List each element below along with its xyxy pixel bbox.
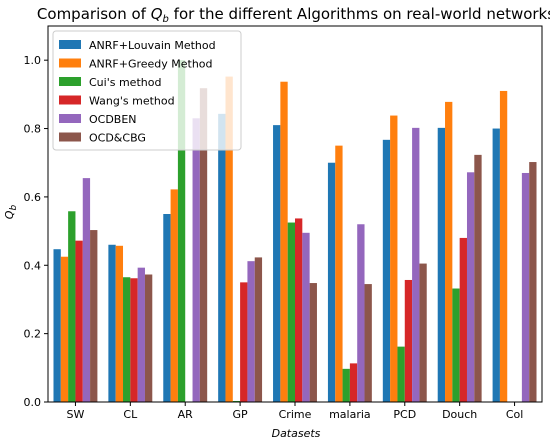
bar-col-5 <box>529 162 537 402</box>
x-axis-label: Datasets <box>272 427 321 440</box>
y-tick-label: 0.2 <box>24 328 42 341</box>
bar-ar-0 <box>163 214 171 402</box>
legend-swatch <box>59 40 81 49</box>
bar-gp-1 <box>225 76 233 403</box>
bar-sw-4 <box>82 178 91 402</box>
bar-cl-4 <box>137 267 145 402</box>
bar-douch-4 <box>466 172 475 402</box>
x-axis: SW CL AR GP Crime malaria PCD Douch Col <box>67 402 523 421</box>
bar-pcd-0 <box>382 139 391 403</box>
bar-crime-3 <box>295 218 303 402</box>
bar-sw-0 <box>53 249 61 402</box>
bar-sw-3 <box>75 240 83 402</box>
bar-douch-1 <box>445 101 453 402</box>
x-tick-label: AR <box>178 408 194 421</box>
bar-ar-5 <box>199 88 208 402</box>
legend-label: ANRF+Louvain Method <box>89 39 216 52</box>
bar-cl-1 <box>115 245 124 402</box>
bar-malaria-4 <box>357 224 365 402</box>
y-tick-label: 0.4 <box>24 259 42 272</box>
x-tick-label: GP <box>233 408 249 421</box>
bar-sw-2 <box>68 211 76 402</box>
bar-crime-5 <box>309 283 317 402</box>
bar-pcd-2 <box>397 346 405 402</box>
legend-swatch <box>59 95 81 105</box>
bar-gp-5 <box>254 257 263 402</box>
chart-title: Comparison of Qb for the different Algor… <box>37 5 550 25</box>
y-tick-label: 0.6 <box>24 191 42 204</box>
x-tick-label: Douch <box>442 408 477 421</box>
bar-ar-2 <box>177 60 186 402</box>
y-tick-label: 0.8 <box>24 123 42 136</box>
bar-crime-1 <box>280 81 288 402</box>
bar-ar-4 <box>192 118 200 403</box>
bar-malaria-2 <box>342 368 350 402</box>
legend-label: OCDBEN <box>89 113 137 126</box>
x-tick-label: SW <box>67 408 85 421</box>
bar-pcd-3 <box>404 279 413 402</box>
x-tick-label: CL <box>123 408 138 421</box>
x-tick-label: PCD <box>393 408 416 421</box>
bar-sw-5 <box>90 230 98 402</box>
bar-sw-1 <box>60 256 69 402</box>
bar-malaria-3 <box>349 363 358 402</box>
bar-ar-1 <box>170 189 178 402</box>
x-tick-label: malaria <box>329 408 371 421</box>
bar-malaria-1 <box>335 145 343 403</box>
bar-gp-2 <box>232 400 241 402</box>
bar-pcd-4 <box>412 127 420 402</box>
bar-pcd-1 <box>390 115 398 402</box>
legend-swatch <box>59 114 81 123</box>
bar-gp-4 <box>247 261 255 402</box>
bar-gp-3 <box>240 282 248 402</box>
y-axis: 0.0 0.2 0.4 0.6 0.8 1.0 <box>24 54 48 409</box>
bar-malaria-0 <box>327 162 336 402</box>
bar-crime-2 <box>287 222 295 402</box>
bar-col-0 <box>492 128 500 402</box>
y-tick-label: 1.0 <box>24 54 42 67</box>
bar-col-4 <box>521 172 530 402</box>
legend-swatch <box>59 132 81 142</box>
bar-gp-0 <box>218 113 226 402</box>
legend-label: Cui's method <box>89 76 161 89</box>
bar-pcd-5 <box>419 263 427 402</box>
plot-bars <box>53 60 537 403</box>
legend: ANRF+Louvain Method ANRF+Greedy Method Cui… <box>52 30 242 151</box>
x-tick-label: Crime <box>279 408 312 421</box>
legend-swatch <box>59 77 81 86</box>
bar-cl-3 <box>130 278 138 402</box>
legend-swatch <box>59 58 81 68</box>
legend-label: OCD&CBG <box>89 132 146 145</box>
bar-col-1 <box>499 90 508 402</box>
bar-malaria-5 <box>364 284 372 402</box>
bar-crime-4 <box>302 232 310 402</box>
legend-label: Wang's method <box>89 95 175 108</box>
legend-label: ANRF+Greedy Method <box>89 58 213 71</box>
bar-cl-5 <box>144 274 153 402</box>
bar-crime-0 <box>273 125 281 403</box>
y-tick-label: 0.0 <box>24 396 42 409</box>
bar-douch-5 <box>474 154 482 402</box>
legend-box <box>52 30 242 151</box>
bar-douch-2 <box>452 288 460 402</box>
bar-cl-0 <box>108 244 116 402</box>
bar-douch-0 <box>437 127 446 402</box>
x-tick-label: Col <box>506 408 523 421</box>
y-axis-label: Qb <box>3 205 19 220</box>
bar-douch-3 <box>459 237 467 402</box>
bar-cl-2 <box>123 277 131 402</box>
